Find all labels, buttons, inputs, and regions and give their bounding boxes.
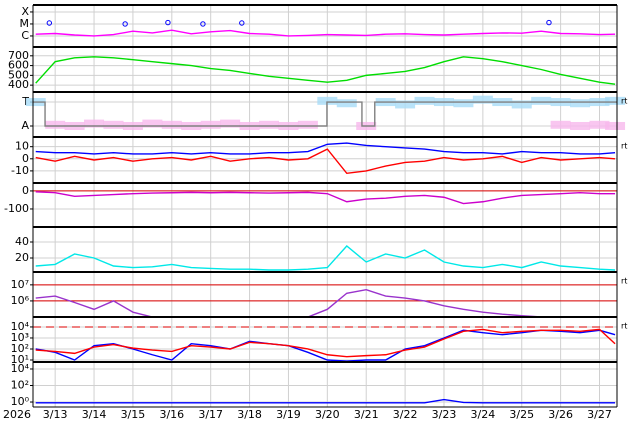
x-tick-label: 3/24	[471, 408, 496, 421]
x-tick-label: 3/26	[548, 408, 573, 421]
data-dots	[531, 96, 552, 105]
x-tick-label: 3/27	[587, 408, 612, 421]
y-tick-label: 500	[8, 68, 29, 81]
flare-marker	[546, 19, 552, 26]
data-dots	[142, 119, 163, 128]
x-tick-label: 3/16	[159, 408, 184, 421]
flare-marker	[165, 19, 171, 26]
data-dots	[259, 120, 280, 129]
data-dots	[550, 120, 571, 129]
x-tick-label: 3/23	[432, 408, 457, 421]
y-tick-label: 10	[15, 140, 29, 153]
y-tick-label: 10²	[11, 342, 29, 355]
y-tick-label: 10²	[11, 379, 29, 392]
flare-marker	[46, 20, 53, 26]
data-dots	[511, 100, 532, 109]
x-tick-label: 3/17	[198, 408, 223, 421]
side-label: rt	[621, 97, 627, 106]
data-line	[35, 328, 616, 358]
y-tick-label: 0	[22, 152, 29, 165]
y-tick-label: A	[21, 119, 29, 132]
data-dots	[570, 99, 591, 108]
x-tick-label: 3/22	[393, 408, 418, 421]
x-tick-label: 3/19	[276, 408, 301, 421]
y-tick-label: C	[21, 29, 29, 42]
y-tick-label: 700	[8, 49, 29, 62]
data-dots	[84, 119, 105, 128]
x-tick-label: 3/13	[43, 408, 68, 421]
y-tick-label: 20	[15, 251, 29, 264]
data-line	[35, 29, 616, 37]
x-tick-label: 3/18	[237, 408, 262, 421]
x-tick-label: 3/25	[509, 408, 534, 421]
data-dots	[200, 120, 221, 129]
y-tick-label: 10⁴	[11, 362, 30, 375]
data-line	[35, 148, 616, 175]
flare-marker	[122, 21, 128, 27]
data-dots	[589, 120, 610, 129]
data-dots	[472, 95, 493, 104]
data-dots	[605, 121, 626, 130]
flare-marker	[239, 20, 245, 26]
data-dots	[395, 100, 416, 109]
flare-marker	[200, 21, 206, 27]
data-line	[35, 398, 616, 404]
year-label: 2026	[3, 408, 31, 421]
y-tick-label: 10⁶	[11, 294, 30, 307]
data-line	[35, 329, 616, 362]
y-tick-label: M	[20, 17, 30, 30]
x-tick-label: 3/20	[315, 408, 340, 421]
y-tick-label: X	[21, 5, 29, 18]
data-dots	[297, 120, 318, 129]
data-dots	[453, 99, 474, 108]
side-label: rt	[621, 277, 627, 286]
data-line	[35, 56, 616, 85]
y-tick-label: 10⁴	[11, 320, 30, 333]
x-tick-label: 3/14	[82, 408, 107, 421]
data-dots	[161, 120, 182, 129]
data-dots	[45, 120, 66, 129]
y-tick-label: 10³	[11, 331, 29, 344]
y-tick-label: 40	[15, 235, 29, 248]
x-tick-label: 3/21	[354, 408, 379, 421]
side-label: rt	[621, 142, 627, 151]
y-tick-label: 600	[8, 59, 29, 72]
y-tick-label: 10¹	[11, 353, 29, 366]
y-tick-label: -100	[4, 202, 29, 215]
data-dots	[220, 119, 241, 128]
x-tick-label: 3/15	[121, 408, 146, 421]
y-tick-label: 0	[22, 184, 29, 197]
data-line	[33, 101, 617, 127]
data-dots	[317, 96, 338, 105]
side-label: rt	[621, 322, 627, 331]
y-tick-label: 10⁰	[11, 395, 30, 408]
y-tick-label: 10⁷	[11, 278, 29, 291]
y-tick-label: -10	[11, 164, 29, 177]
y-tick-label: T	[21, 95, 29, 108]
y-tick-label: 400	[8, 78, 29, 91]
data-dots	[605, 96, 626, 105]
data-dots	[336, 99, 357, 108]
data-line	[35, 142, 616, 155]
data-dots	[570, 121, 591, 130]
data-line	[35, 191, 616, 205]
data-line	[35, 245, 616, 271]
data-dots	[414, 96, 435, 105]
data-line	[35, 288, 616, 318]
data-dots	[103, 120, 124, 129]
